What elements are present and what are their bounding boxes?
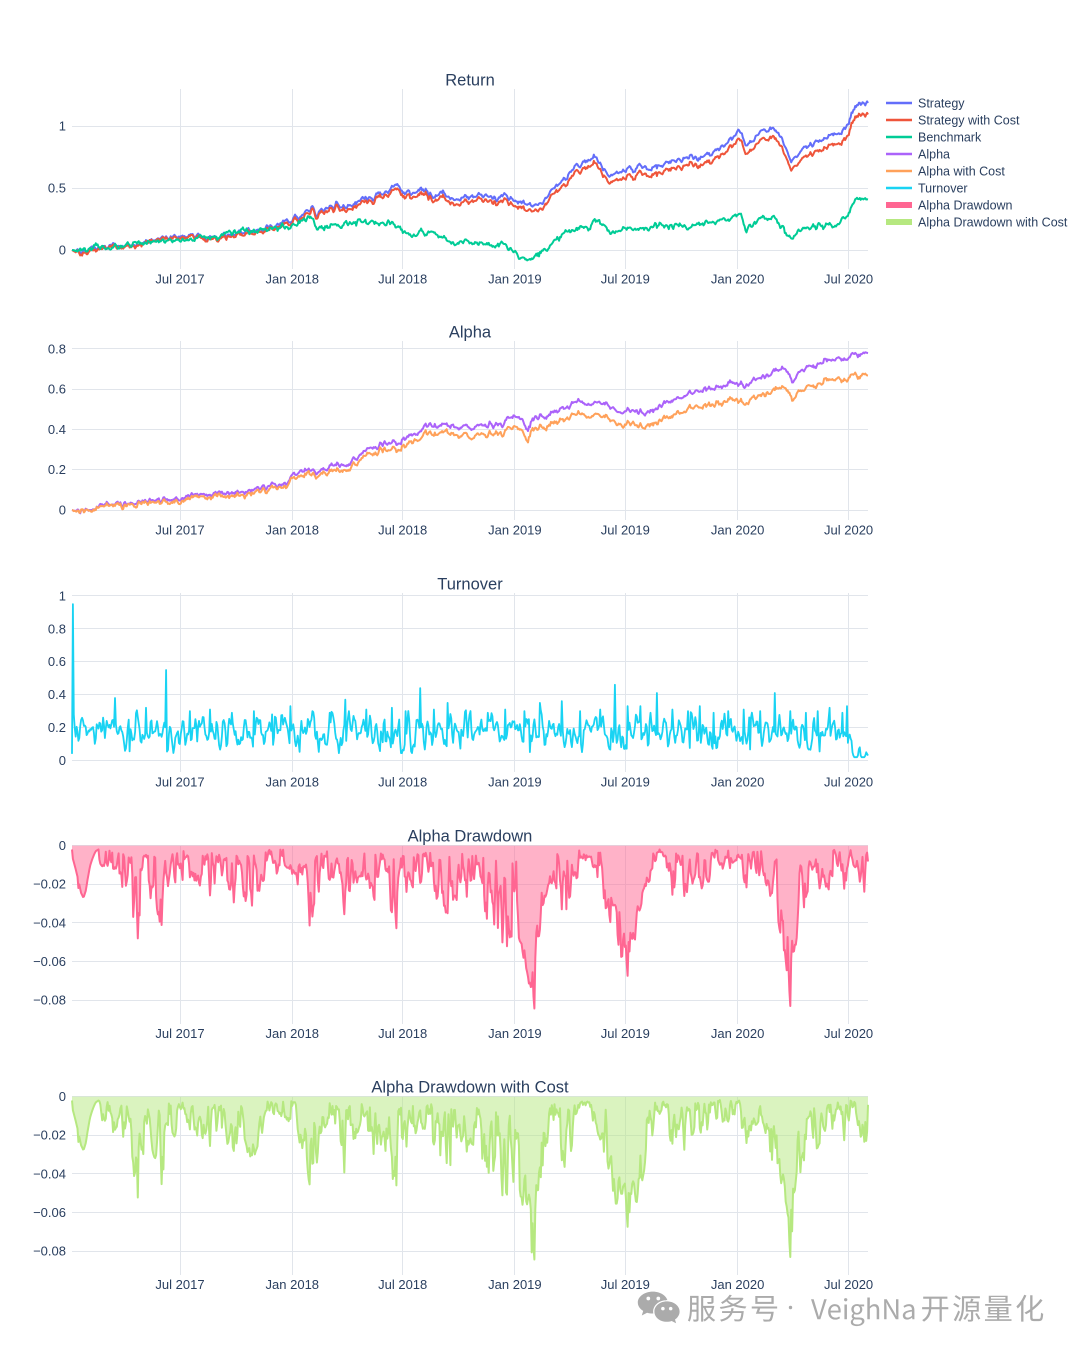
- svg-text:Turnover: Turnover: [437, 576, 503, 594]
- svg-text:0.4: 0.4: [48, 687, 66, 702]
- svg-text:Jan 2018: Jan 2018: [266, 1277, 320, 1292]
- svg-text:0.8: 0.8: [48, 621, 66, 636]
- svg-text:Strategy with Cost: Strategy with Cost: [918, 114, 1020, 128]
- svg-text:Alpha Drawdown with Cost: Alpha Drawdown with Cost: [918, 216, 1068, 230]
- svg-text:Strategy: Strategy: [918, 97, 965, 111]
- svg-text:1: 1: [59, 588, 66, 603]
- svg-text:−0.06: −0.06: [33, 1205, 66, 1220]
- svg-text:Jul 2017: Jul 2017: [155, 1026, 204, 1041]
- svg-text:Jul 2018: Jul 2018: [378, 272, 427, 287]
- svg-text:0: 0: [59, 1089, 66, 1104]
- svg-text:Turnover: Turnover: [918, 182, 968, 196]
- svg-text:Alpha: Alpha: [449, 324, 492, 342]
- svg-text:Jul 2018: Jul 2018: [378, 775, 427, 790]
- svg-text:Jul 2017: Jul 2017: [155, 775, 204, 790]
- svg-text:Jan 2019: Jan 2019: [488, 1026, 542, 1041]
- svg-text:−0.08: −0.08: [33, 1244, 66, 1259]
- svg-text:0: 0: [59, 243, 66, 258]
- svg-text:Jan 2018: Jan 2018: [266, 1026, 320, 1041]
- svg-text:−0.02: −0.02: [33, 1128, 66, 1143]
- svg-text:1: 1: [59, 119, 66, 134]
- svg-text:Jul 2019: Jul 2019: [601, 1277, 650, 1292]
- svg-text:Jan 2018: Jan 2018: [266, 272, 320, 287]
- svg-text:0.6: 0.6: [48, 654, 66, 669]
- svg-text:−0.04: −0.04: [33, 1166, 66, 1181]
- svg-text:−0.04: −0.04: [33, 915, 66, 930]
- svg-text:0.5: 0.5: [48, 181, 66, 196]
- svg-text:Alpha Drawdown with Cost: Alpha Drawdown with Cost: [371, 1079, 569, 1097]
- svg-text:0.8: 0.8: [48, 341, 66, 356]
- svg-text:Jan 2020: Jan 2020: [711, 1277, 765, 1292]
- svg-text:0.2: 0.2: [48, 720, 66, 735]
- svg-text:Jan 2019: Jan 2019: [488, 272, 542, 287]
- svg-text:Benchmark: Benchmark: [918, 131, 982, 145]
- svg-text:Alpha Drawdown: Alpha Drawdown: [918, 199, 1013, 213]
- svg-text:Jan 2019: Jan 2019: [488, 523, 542, 538]
- svg-text:Jul 2018: Jul 2018: [378, 1277, 427, 1292]
- svg-text:Jul 2017: Jul 2017: [155, 272, 204, 287]
- svg-text:Jan 2019: Jan 2019: [488, 1277, 542, 1292]
- svg-text:Jan 2019: Jan 2019: [488, 775, 542, 790]
- svg-text:Jul 2019: Jul 2019: [601, 272, 650, 287]
- svg-text:−0.06: −0.06: [33, 954, 66, 969]
- svg-text:Jul 2017: Jul 2017: [155, 1277, 204, 1292]
- svg-text:0: 0: [59, 753, 66, 768]
- svg-text:Jul 2019: Jul 2019: [601, 523, 650, 538]
- svg-text:0: 0: [59, 503, 66, 518]
- svg-text:Jul 2020: Jul 2020: [824, 523, 873, 538]
- svg-text:−0.02: −0.02: [33, 877, 66, 892]
- svg-text:Jul 2020: Jul 2020: [824, 272, 873, 287]
- svg-text:Alpha Drawdown: Alpha Drawdown: [408, 828, 533, 846]
- svg-text:Jul 2020: Jul 2020: [824, 1277, 873, 1292]
- svg-text:Jul 2018: Jul 2018: [378, 523, 427, 538]
- svg-text:0.2: 0.2: [48, 462, 66, 477]
- svg-text:Jul 2017: Jul 2017: [155, 523, 204, 538]
- svg-text:Jan 2020: Jan 2020: [711, 775, 765, 790]
- svg-text:Jul 2020: Jul 2020: [824, 775, 873, 790]
- svg-text:Alpha: Alpha: [918, 148, 950, 162]
- svg-text:Jul 2020: Jul 2020: [824, 1026, 873, 1041]
- svg-text:Jan 2018: Jan 2018: [266, 523, 320, 538]
- svg-text:Return: Return: [445, 72, 495, 90]
- svg-text:Jan 2018: Jan 2018: [266, 775, 320, 790]
- svg-text:Jan 2020: Jan 2020: [711, 1026, 765, 1041]
- svg-text:Jul 2018: Jul 2018: [378, 1026, 427, 1041]
- svg-text:Jan 2020: Jan 2020: [711, 523, 765, 538]
- svg-text:Jul 2019: Jul 2019: [601, 775, 650, 790]
- svg-text:Jan 2020: Jan 2020: [711, 272, 765, 287]
- svg-text:0.4: 0.4: [48, 422, 66, 437]
- svg-text:0.6: 0.6: [48, 382, 66, 397]
- svg-text:0: 0: [59, 838, 66, 853]
- svg-text:−0.08: −0.08: [33, 993, 66, 1008]
- svg-text:Alpha with Cost: Alpha with Cost: [918, 165, 1005, 179]
- svg-text:Jul 2019: Jul 2019: [601, 1026, 650, 1041]
